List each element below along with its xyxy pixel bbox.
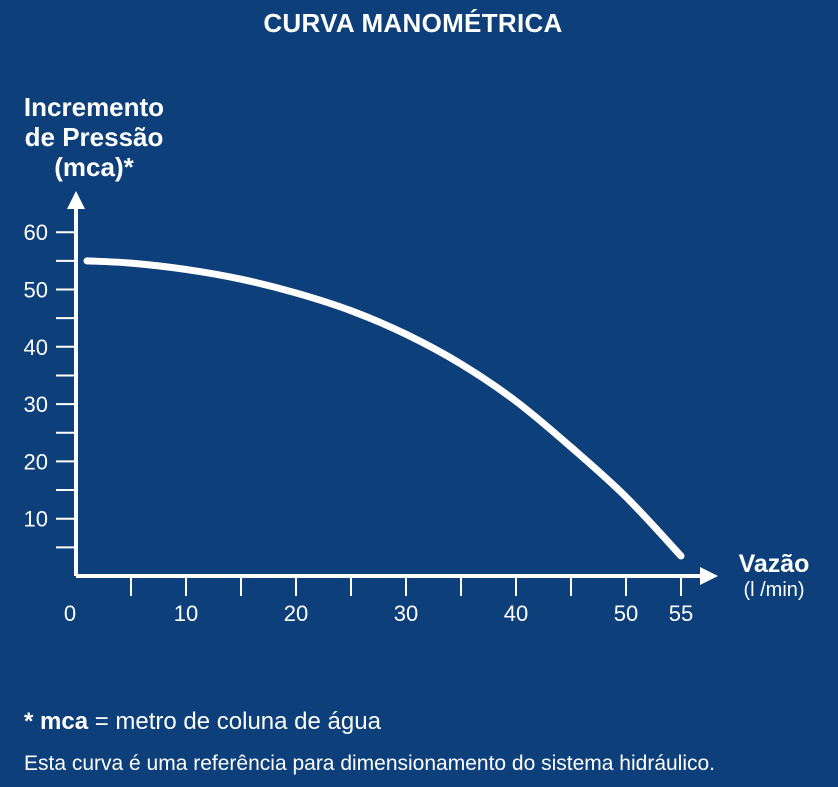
y-tick-label: 10 xyxy=(24,507,48,532)
x-tick-label: 10 xyxy=(174,601,198,626)
x-tick-label: 30 xyxy=(394,601,418,626)
y-tick-label: 50 xyxy=(24,278,48,303)
footnote: * mca = metro de coluna de água xyxy=(24,708,381,736)
series-group xyxy=(83,257,685,560)
chart-title: CURVA MANOMÉTRICA xyxy=(263,8,563,38)
y-axis-label: Incremento de Pressão (mca)* xyxy=(8,92,180,182)
reference-note: Esta curva é uma referência para dimensi… xyxy=(24,752,716,775)
y-tick-label: 40 xyxy=(24,335,48,360)
x-axis-label: Vazão (l /min) xyxy=(724,550,824,602)
x-axis-label-title: Vazão xyxy=(738,550,810,578)
x-tick-label: 40 xyxy=(504,601,528,626)
series-line xyxy=(83,257,685,560)
x-axis-label-unit: (l /min) xyxy=(743,579,805,601)
x-tick-label: 0 xyxy=(64,601,76,626)
footnote-definition: = metro de coluna de água xyxy=(88,708,381,735)
y-axis-label-line-1: Incremento xyxy=(23,92,165,122)
x-axis-arrow xyxy=(700,567,718,585)
axes xyxy=(67,191,718,585)
y-axis-label-line-2: de Pressão xyxy=(24,122,164,152)
y-axis-label-line-3: (mca)* xyxy=(54,152,134,182)
x-tick-label: 55 xyxy=(669,601,693,626)
y-axis-arrow xyxy=(67,191,85,209)
y-tick-label: 20 xyxy=(24,449,48,474)
y-ticks: 10 20 30 40 50 60 xyxy=(24,220,76,549)
x-ticks: 0 10 20 30 40 50 55 xyxy=(64,576,693,626)
footnote-term: * mca xyxy=(24,708,89,735)
x-tick-label: 20 xyxy=(284,601,308,626)
y-tick-label: 60 xyxy=(24,220,48,245)
y-tick-label: 30 xyxy=(24,392,48,417)
x-tick-label: 50 xyxy=(614,601,638,626)
